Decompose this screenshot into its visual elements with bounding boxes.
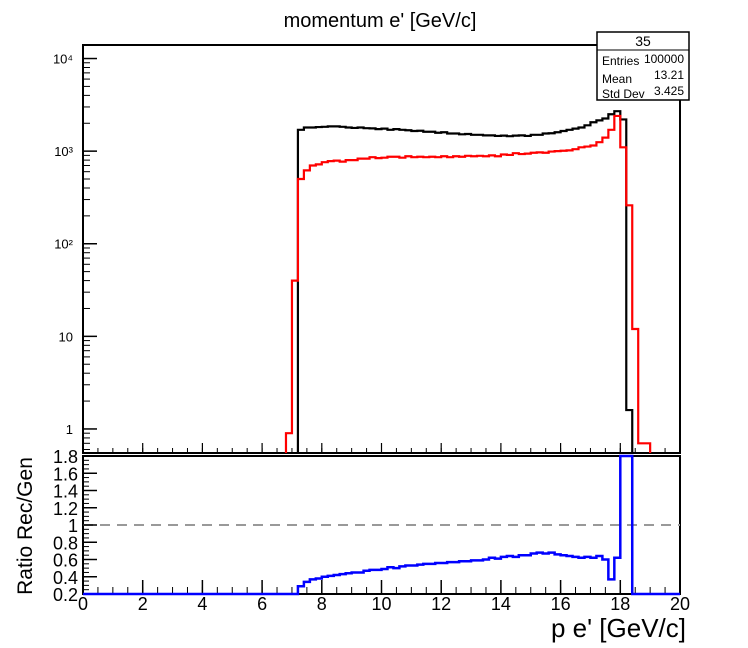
stats-box-title: 35 (635, 33, 651, 49)
ratio-y-axis-label: Ratio Rec/Gen (14, 457, 37, 595)
top-y-tick-label: 10 (59, 329, 73, 344)
stats-box: 35 Entries 100000 Mean 13.21 Std Dev 3.4… (596, 31, 690, 101)
bottom-x-tick-label: 16 (551, 594, 571, 614)
histogram-generated (296, 110, 634, 453)
stats-label-entries: Entries (602, 54, 639, 68)
top-pad: 1 10 10² 10³ 10⁴ (53, 44, 681, 454)
stats-value-mean: 13.21 (654, 68, 684, 82)
bottom-x-tick-label: 2 (138, 594, 148, 614)
bottom-x-tick-label: 20 (670, 594, 690, 614)
bottom-y-tick-label: 1.8 (53, 447, 78, 467)
bottom-y-tick-label: 0.2 (53, 585, 78, 605)
stats-box-frame (596, 31, 690, 101)
bottom-x-tick-label: 8 (317, 594, 327, 614)
bottom-series-group (83, 454, 680, 596)
ratio-histogram (83, 454, 680, 596)
bottom-x-tick-label: 18 (610, 594, 630, 614)
stats-label-stddev: Std Dev (602, 87, 645, 101)
bottom-x-tick-label: 14 (491, 594, 511, 614)
bottom-x-tick-label: 12 (431, 594, 451, 614)
bottom-y-tick-label: 0.4 (53, 568, 78, 588)
top-y-tick-label: 1 (66, 422, 73, 437)
top-series-group (284, 110, 652, 453)
bottom-y-tick-label: 1 (68, 516, 78, 536)
bottom-x-tick-label: 4 (197, 594, 207, 614)
bottom-x-tick-label: 6 (257, 594, 267, 614)
top-y-tick-label: 10³ (54, 144, 73, 159)
bottom-y-tick-label: 0.6 (53, 551, 78, 571)
bottom-x-tick-label: 10 (371, 594, 391, 614)
bottom-pad: 0.20.40.60.811.21.41.61.8 0 2 4 6 8 10 12 14 16 18… (14, 447, 690, 643)
histogram-reconstructed (284, 114, 652, 453)
top-y-tick-label: 10⁴ (53, 52, 73, 67)
bottom-x-tick-label: 0 (78, 594, 88, 614)
bottom-y-tick-label: 1.2 (53, 499, 78, 519)
stats-value-stddev: 3.425 (654, 84, 684, 98)
top-y-axis: 1 10 10² 10³ 10⁴ (53, 52, 681, 453)
bottom-y-tick-label: 1.4 (53, 482, 78, 502)
top-y-tick-label: 10² (54, 237, 73, 252)
ratio-x-axis-label: p e' [GeV/c] (551, 613, 686, 643)
bottom-y-tick-label: 0.8 (53, 533, 78, 553)
stats-label-mean: Mean (602, 72, 632, 86)
bottom-y-tick-label: 1.6 (53, 464, 78, 484)
bottom-axes: 0.20.40.60.811.21.41.61.8 0 2 4 6 8 10 12 14 16 18… (53, 447, 690, 614)
top-plot-frame (82, 44, 681, 454)
chart-title: momentum e' [GeV/c] (284, 10, 477, 32)
stats-value-entries: 100000 (644, 52, 684, 66)
